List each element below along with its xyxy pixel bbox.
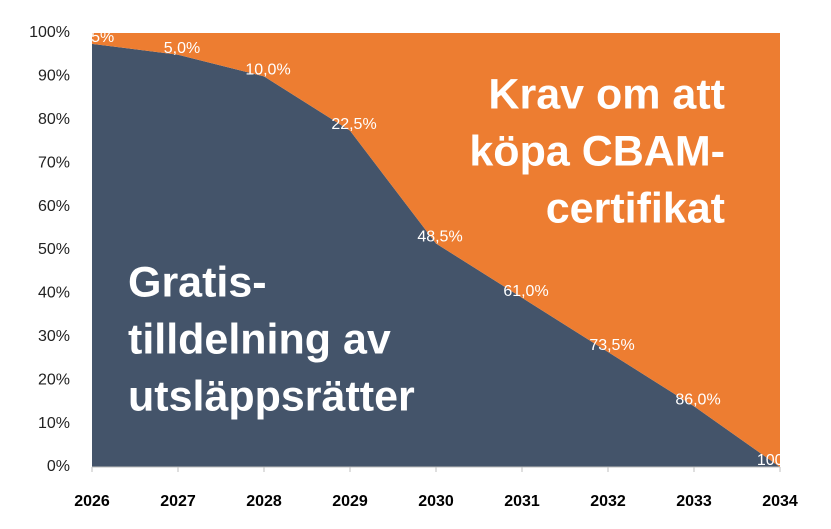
y-tick-label: 10% bbox=[38, 415, 70, 432]
value-label: 10,0% bbox=[245, 62, 290, 79]
annotation: köpa CBAM- bbox=[469, 127, 725, 175]
value-label: 2,5% bbox=[78, 29, 114, 46]
annotation: Krav om att bbox=[488, 70, 725, 118]
annotation: Gratis- bbox=[128, 258, 267, 306]
area bbox=[92, 43, 780, 467]
value-label: 86,0% bbox=[675, 391, 720, 408]
x-tick-label: 2027 bbox=[160, 493, 196, 510]
y-tick-label: 100% bbox=[29, 24, 70, 41]
value-labels: 2,5% 5,0% 10,0% 22,5% 48,5% 61,0% 73,5% 86,0% 10… bbox=[78, 29, 811, 469]
value-label: 73,5% bbox=[589, 337, 634, 354]
value-label: 100,0% bbox=[757, 452, 811, 469]
x-tick-label: 2031 bbox=[504, 493, 540, 510]
plot-area bbox=[92, 33, 780, 467]
value-label: 5,0% bbox=[164, 40, 200, 57]
value-label: 48,5% bbox=[417, 229, 462, 246]
y-tick-label: 80% bbox=[38, 111, 70, 128]
y-tick-label: 50% bbox=[38, 241, 70, 258]
x-tick-label: 2030 bbox=[418, 493, 454, 510]
x-tick-label: 2034 bbox=[762, 493, 798, 510]
value-label: 61,0% bbox=[503, 283, 548, 300]
x-tick-label: 2032 bbox=[590, 493, 626, 510]
x-tick-label: 2029 bbox=[332, 493, 368, 510]
annotation: certifikat bbox=[546, 184, 725, 232]
y-tick-label: 30% bbox=[38, 328, 70, 345]
annotation: tilldelning av bbox=[128, 315, 391, 363]
value-label: 22,5% bbox=[331, 116, 376, 133]
y-tick-label: 90% bbox=[38, 68, 70, 85]
y-tick-label: 20% bbox=[38, 371, 70, 388]
area bbox=[92, 33, 780, 467]
x-tick-label: 2026 bbox=[74, 493, 110, 510]
x-tick-label: 2028 bbox=[246, 493, 282, 510]
y-tick-label: 70% bbox=[38, 154, 70, 171]
y-tick-label: 40% bbox=[38, 285, 70, 302]
y-tick-label: 0% bbox=[47, 458, 70, 475]
annotation: utsläppsrätter bbox=[128, 372, 415, 420]
y-tick-label: 60% bbox=[38, 198, 70, 215]
x-tick-label: 2033 bbox=[676, 493, 712, 510]
